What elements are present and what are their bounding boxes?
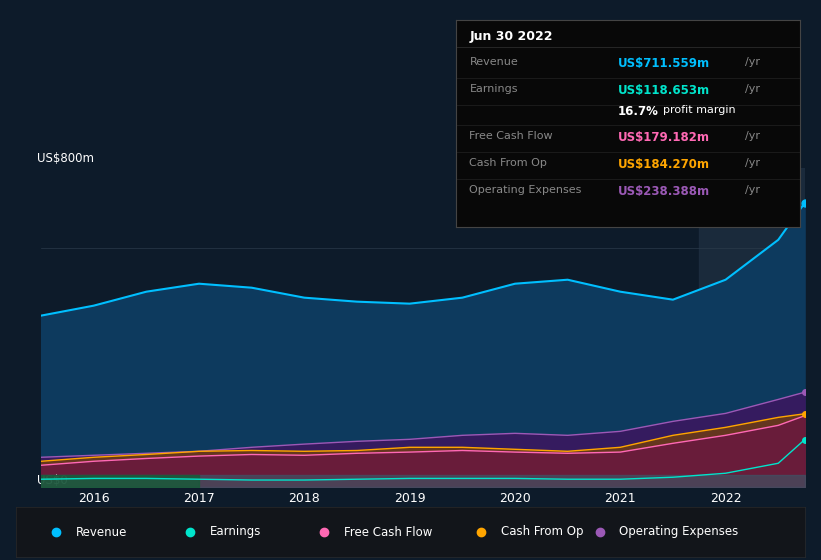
Text: /yr: /yr	[745, 132, 760, 142]
Text: Earnings: Earnings	[470, 84, 518, 94]
Text: /yr: /yr	[745, 158, 760, 169]
Text: US$184.270m: US$184.270m	[617, 158, 709, 171]
Text: US$179.182m: US$179.182m	[617, 132, 709, 144]
Text: /yr: /yr	[745, 84, 760, 94]
Text: US$0: US$0	[37, 474, 68, 487]
Text: Cash From Op: Cash From Op	[501, 525, 584, 539]
Text: Operating Expenses: Operating Expenses	[470, 185, 582, 195]
Text: US$118.653m: US$118.653m	[617, 84, 710, 97]
Text: /yr: /yr	[745, 185, 760, 195]
Bar	[699, 168, 805, 487]
Text: Free Cash Flow: Free Cash Flow	[343, 525, 432, 539]
Text: Cash From Op: Cash From Op	[470, 158, 548, 169]
Text: Earnings: Earnings	[209, 525, 261, 539]
Text: profit margin: profit margin	[663, 105, 735, 115]
Text: US$711.559m: US$711.559m	[617, 57, 710, 70]
Text: Revenue: Revenue	[470, 57, 518, 67]
Text: /yr: /yr	[745, 57, 760, 67]
Text: Free Cash Flow: Free Cash Flow	[470, 132, 553, 142]
Text: US$238.388m: US$238.388m	[617, 185, 710, 198]
Text: Revenue: Revenue	[76, 525, 127, 539]
Text: US$800m: US$800m	[37, 152, 94, 165]
Text: Operating Expenses: Operating Expenses	[619, 525, 739, 539]
Text: Jun 30 2022: Jun 30 2022	[470, 30, 553, 43]
Text: 16.7%: 16.7%	[617, 105, 658, 118]
